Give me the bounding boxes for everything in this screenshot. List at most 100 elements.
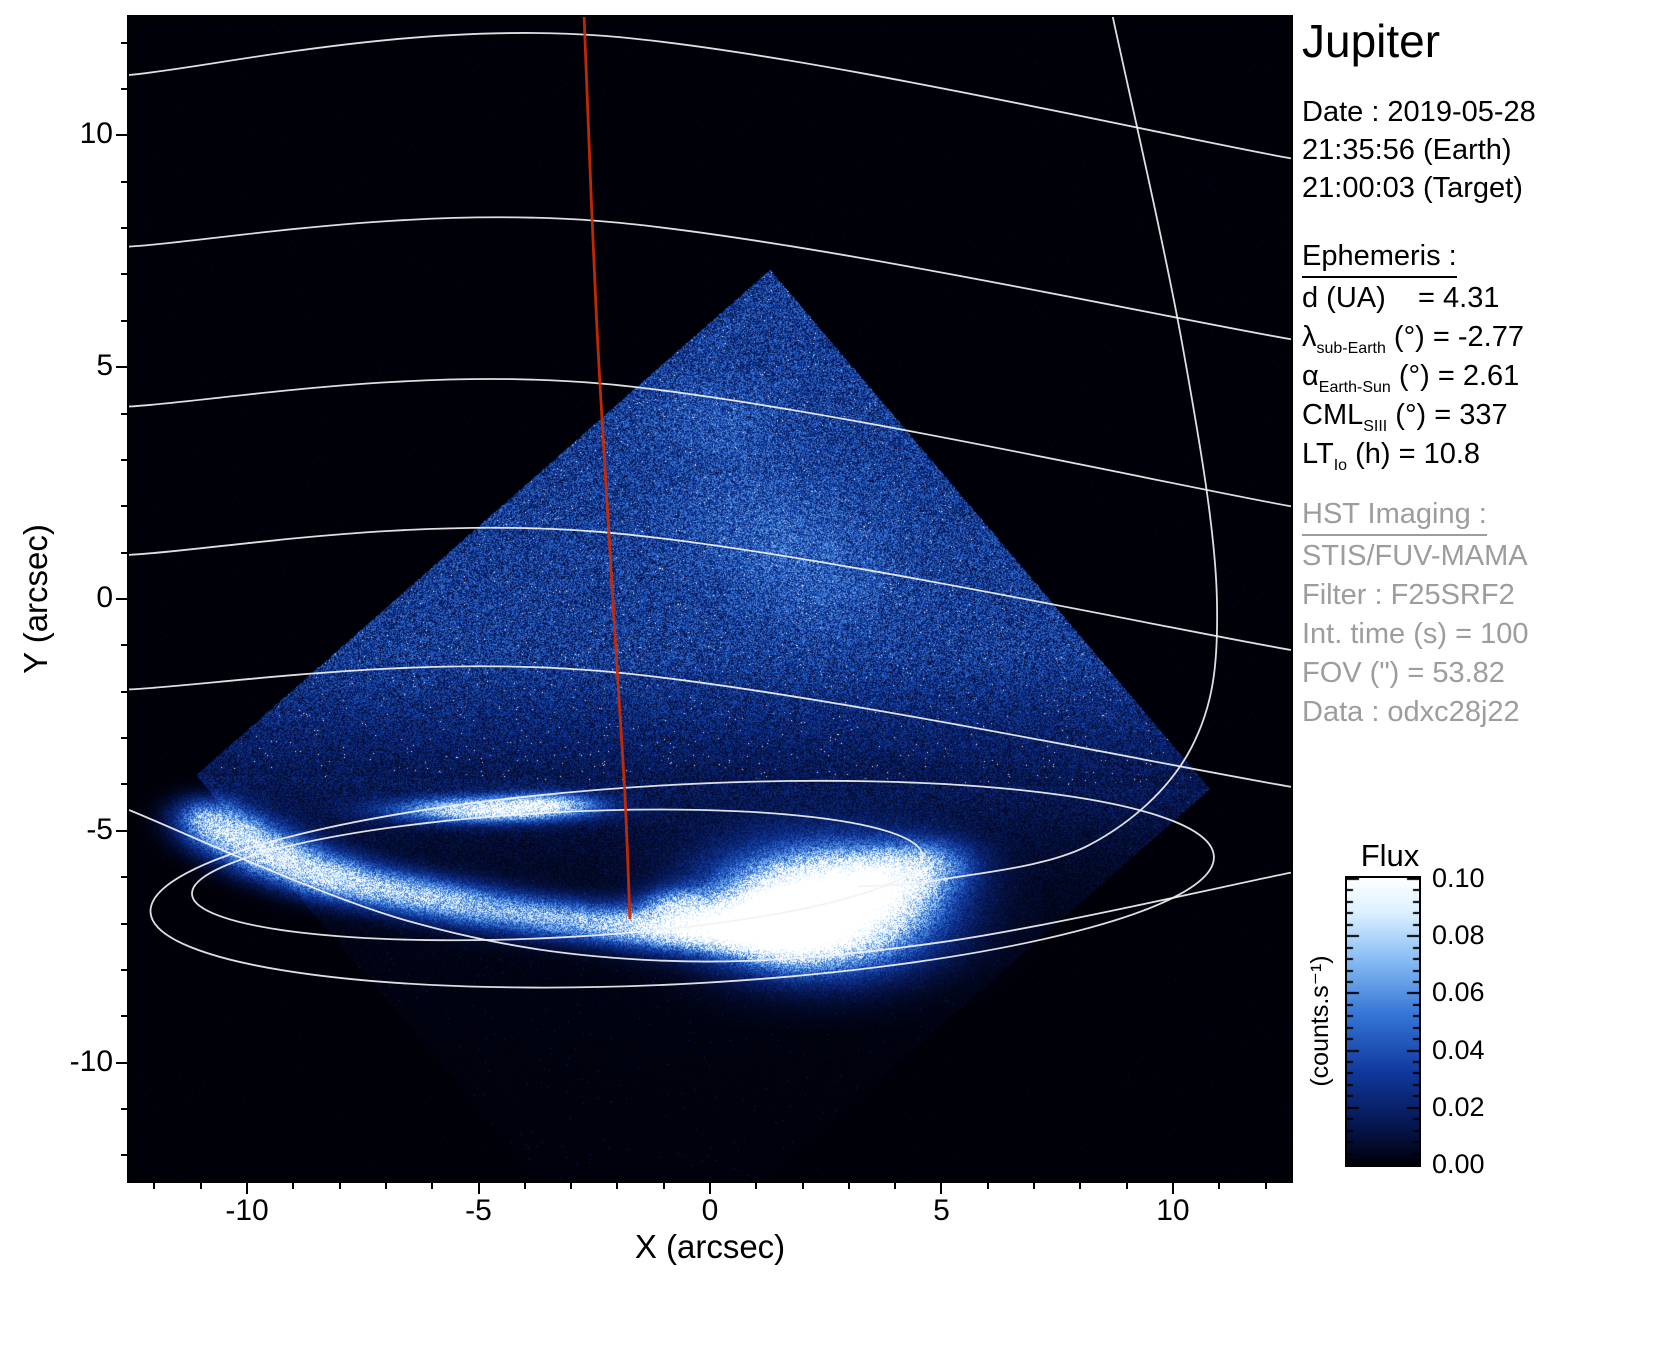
latitude-grid-line	[129, 526, 1291, 651]
hst-info-line: Data : odxc28j22	[1302, 696, 1520, 728]
x-tick-label: -5	[465, 1194, 492, 1227]
figure-title: Jupiter	[1302, 15, 1441, 67]
latitude-grid-line	[129, 216, 1291, 341]
ephemeris-header: Ephemeris :	[1302, 240, 1457, 278]
latitude-grid-line	[129, 378, 1291, 508]
y-tick-mark	[116, 1061, 127, 1064]
hst-info-line: Filter : F25SRF2	[1302, 579, 1515, 611]
colorbar-tick-label: 0.10	[1432, 863, 1485, 893]
colorbar-frame	[1345, 876, 1421, 1167]
hst-info-line: STIS/FUV-MAMA	[1302, 540, 1528, 572]
y-minor-tick-mark	[121, 1015, 127, 1018]
ephemeris-row: LTIo (h) = 10.8	[1302, 438, 1480, 474]
y-minor-tick-mark	[121, 783, 127, 786]
x-tick-label: 5	[933, 1194, 950, 1227]
y-minor-tick-mark	[121, 41, 127, 44]
hst-imaging-header: HST Imaging :	[1302, 498, 1487, 536]
y-minor-tick-mark	[121, 876, 127, 879]
y-minor-tick-mark	[121, 87, 127, 90]
ephemeris-subscript: sub-Earth	[1316, 340, 1386, 357]
y-tick-mark	[116, 366, 127, 369]
y-minor-tick-mark	[121, 319, 127, 322]
y-tick-label: 0	[96, 581, 113, 614]
ephemeris-value: = 4.31	[1385, 282, 1500, 314]
y-tick-label: -5	[86, 812, 113, 846]
x-minor-tick-mark	[894, 1183, 897, 1189]
x-minor-tick-mark	[616, 1183, 619, 1189]
y-tick-label: -10	[69, 1044, 113, 1078]
x-minor-tick-mark	[847, 1183, 850, 1189]
x-minor-tick-mark	[570, 1183, 573, 1189]
ephemeris-subscript: SIII	[1363, 418, 1388, 435]
y-tick-mark	[116, 598, 127, 600]
auroral-latitude-ellipse	[191, 808, 924, 942]
latitude-grid-line	[129, 32, 1291, 160]
x-tick-mark	[709, 1183, 711, 1194]
y-minor-tick-mark	[121, 1154, 127, 1157]
x-tick-mark	[246, 1183, 249, 1194]
ephemeris-symbol: LT	[1302, 438, 1334, 470]
colorbar-tick-label: 0.02	[1432, 1091, 1485, 1122]
y-tick-mark	[116, 134, 127, 137]
aurora-image-canvas	[129, 17, 1291, 1181]
ephemeris-symbol: CML	[1302, 399, 1364, 431]
colorbar-tick-label: 0.00	[1432, 1149, 1485, 1179]
x-minor-tick-mark	[1218, 1183, 1221, 1189]
x-minor-tick-mark	[384, 1183, 387, 1189]
hst-info-line: FOV (") = 53.82	[1302, 657, 1505, 689]
y-minor-tick-mark	[121, 458, 127, 461]
y-minor-tick-mark	[121, 227, 127, 229]
latitude-grid-line	[129, 665, 1291, 788]
y-minor-tick-mark	[121, 273, 127, 276]
ephemeris-value: (°) = 2.61	[1390, 360, 1520, 392]
x-minor-tick-mark	[523, 1183, 526, 1189]
x-minor-tick-mark	[801, 1183, 804, 1189]
ephemeris-subscript: Io	[1333, 457, 1348, 474]
y-minor-tick-mark	[121, 968, 127, 971]
x-tick-label: 10	[1156, 1194, 1190, 1227]
x-minor-tick-mark	[1079, 1183, 1082, 1189]
x-minor-tick-mark	[755, 1183, 758, 1189]
ephemeris-value: (°) = -2.77	[1385, 321, 1524, 353]
x-minor-tick-mark	[662, 1183, 665, 1189]
ephemeris-symbol: α	[1302, 360, 1319, 392]
ephemeris-symbol: d (UA)	[1302, 282, 1386, 314]
x-minor-tick-mark	[1033, 1183, 1036, 1189]
colorbar-title: Flux	[1360, 838, 1420, 873]
hst-info-line: Int. time (s) = 100	[1302, 618, 1529, 650]
colorbar-unit-label: (counts.s⁻¹)	[1306, 955, 1334, 1087]
y-tick-label: 5	[96, 349, 113, 383]
x-tick-mark	[477, 1183, 480, 1194]
ephemeris-row: λsub-Earth (°) = -2.77	[1302, 321, 1524, 357]
y-minor-tick-mark	[121, 505, 127, 508]
colorbar-gradient	[1347, 878, 1419, 1165]
date-line: 21:00:03 (Target)	[1302, 172, 1523, 204]
longitude-grid-line	[129, 809, 1291, 963]
longitude-grid-line	[858, 17, 1219, 888]
x-minor-tick-mark	[986, 1183, 989, 1189]
x-axis-label: X (arcsec)	[634, 1228, 786, 1265]
x-minor-tick-mark	[1264, 1183, 1267, 1189]
x-minor-tick-mark	[431, 1183, 434, 1189]
ephemeris-value: (°) = 337	[1387, 399, 1508, 431]
y-minor-tick-mark	[121, 690, 127, 693]
ephemeris-subscript: Earth-Sun	[1318, 379, 1391, 396]
auroral-latitude-ellipse	[149, 779, 1215, 989]
x-tick-mark	[940, 1183, 943, 1194]
y-minor-tick-mark	[121, 551, 127, 554]
y-minor-tick-mark	[121, 180, 127, 183]
x-minor-tick-mark	[199, 1183, 202, 1189]
ephemeris-row: d (UA) = 4.31	[1302, 282, 1499, 315]
ephemeris-symbol: λ	[1302, 321, 1317, 353]
graticule-overlay	[129, 17, 1291, 989]
ephemeris-row: CMLSIII (°) = 337	[1302, 399, 1508, 435]
y-minor-tick-mark	[121, 1108, 127, 1111]
date-line: 21:35:56 (Earth)	[1302, 134, 1512, 166]
ephemeris-row: αEarth-Sun (°) = 2.61	[1302, 360, 1520, 396]
colorbar-tick-label: 0.08	[1432, 920, 1485, 951]
x-minor-tick-mark	[1125, 1183, 1128, 1189]
y-minor-tick-mark	[121, 737, 127, 740]
y-tick-mark	[116, 829, 127, 832]
y-tick-label: 10	[79, 117, 113, 151]
x-minor-tick-mark	[338, 1183, 341, 1189]
